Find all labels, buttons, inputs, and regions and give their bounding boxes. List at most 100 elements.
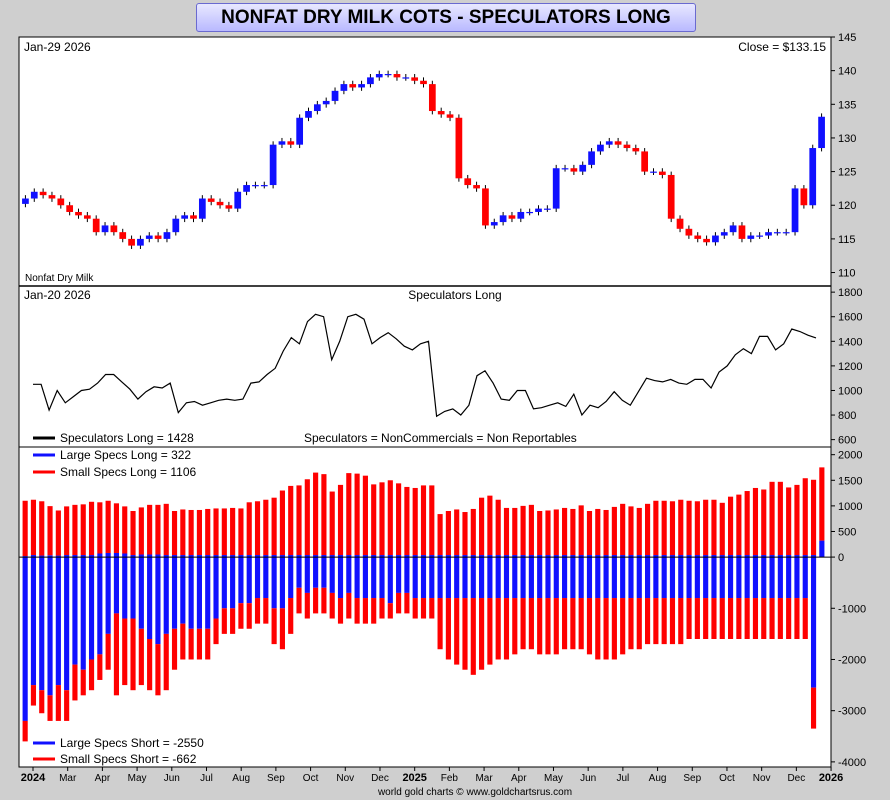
bar-small-long bbox=[802, 478, 808, 556]
price-candle bbox=[181, 215, 189, 219]
price-candle bbox=[234, 191, 242, 209]
price-candle bbox=[340, 84, 348, 91]
x-tick-label: May bbox=[544, 773, 563, 784]
price-candle bbox=[22, 198, 29, 204]
bar-large-short bbox=[744, 557, 750, 599]
bar-large-short bbox=[644, 557, 651, 599]
bar-small-long bbox=[420, 485, 427, 556]
bar-large-short bbox=[636, 557, 642, 599]
bar-small-long bbox=[512, 507, 518, 556]
bar-small-short bbox=[412, 598, 418, 619]
bar-small-long bbox=[810, 479, 817, 556]
price-candle bbox=[428, 84, 436, 112]
bar-large-long bbox=[238, 555, 244, 558]
bar-small-long bbox=[528, 504, 534, 556]
price-candle bbox=[641, 151, 649, 172]
bar-large-short bbox=[445, 557, 451, 599]
bar-large-long bbox=[437, 555, 443, 558]
bar-small-long bbox=[296, 485, 302, 556]
x-tick-label: Apr bbox=[95, 773, 111, 784]
bar-small-short bbox=[138, 628, 144, 686]
bar-large-short bbox=[387, 557, 393, 604]
price-y-tick-label: 135 bbox=[838, 99, 856, 111]
bar-large-short bbox=[254, 557, 261, 599]
bar-small-short bbox=[55, 685, 61, 721]
price-candle bbox=[92, 218, 100, 233]
bar-large-short bbox=[545, 557, 551, 599]
bar-small-short bbox=[246, 603, 252, 629]
bar-small-long bbox=[537, 511, 543, 556]
spec-title: Speculators Long bbox=[408, 288, 501, 302]
bar-large-long bbox=[487, 555, 493, 558]
bar-large-short bbox=[512, 557, 518, 599]
bar-small-long bbox=[387, 480, 393, 556]
bar-small-long bbox=[570, 508, 576, 556]
bar-large-short bbox=[205, 557, 211, 629]
bar-large-short bbox=[147, 557, 153, 639]
bar-large-short bbox=[678, 557, 684, 599]
bar-large-long bbox=[321, 555, 327, 558]
bar-small-short bbox=[230, 608, 236, 634]
bar-large-short bbox=[39, 557, 45, 691]
bar-small-long bbox=[163, 503, 169, 556]
bar-small-short bbox=[304, 592, 310, 619]
bar-small-short bbox=[213, 618, 219, 645]
bar-small-long bbox=[30, 499, 37, 556]
bar-large-long bbox=[644, 555, 651, 558]
bar-large-long bbox=[387, 555, 393, 558]
bar-large-long bbox=[669, 555, 676, 558]
bar-large-long bbox=[196, 555, 203, 558]
price-candle bbox=[446, 114, 454, 118]
bar-large-long bbox=[570, 555, 576, 558]
bar-small-short bbox=[88, 659, 95, 691]
bar-small-long bbox=[761, 489, 767, 556]
bar-small-long bbox=[155, 504, 161, 555]
bar-small-long bbox=[205, 508, 211, 556]
bar-large-long bbox=[736, 555, 742, 558]
bar-small-short bbox=[130, 618, 136, 691]
bar-small-long bbox=[246, 502, 252, 556]
bar-small-short bbox=[105, 633, 111, 670]
plot-background bbox=[18, 36, 832, 768]
bar-large-long bbox=[462, 555, 468, 558]
price-candle bbox=[402, 77, 410, 79]
bar-small-long bbox=[777, 481, 783, 556]
bar-small-long bbox=[711, 499, 717, 556]
price-candle bbox=[30, 191, 38, 199]
bar-large-long bbox=[553, 555, 559, 558]
bar-small-short bbox=[661, 598, 667, 645]
bar-small-long bbox=[578, 505, 584, 556]
price-candle bbox=[198, 198, 206, 219]
bar-small-short bbox=[155, 644, 161, 696]
bar-large-long bbox=[636, 555, 642, 558]
bar-small-short bbox=[595, 598, 601, 660]
price-candle bbox=[349, 84, 357, 88]
bar-large-long bbox=[661, 555, 667, 558]
bar-large-short bbox=[188, 557, 194, 629]
bar-large-short bbox=[611, 557, 617, 599]
price-candle bbox=[367, 77, 374, 85]
x-tick-label: Nov bbox=[753, 773, 771, 784]
bar-small-long bbox=[213, 508, 219, 556]
bar-small-short bbox=[703, 598, 709, 639]
price-candle bbox=[782, 232, 790, 234]
bar-large-long bbox=[744, 555, 750, 558]
bar-small-long bbox=[321, 474, 327, 556]
bar-small-long bbox=[545, 510, 551, 556]
bar-small-short bbox=[72, 664, 78, 701]
bar-large-long bbox=[752, 555, 759, 558]
bar-large-short bbox=[703, 557, 709, 599]
bar-large-long bbox=[786, 555, 792, 558]
bar-small-short bbox=[321, 587, 327, 614]
price-candle bbox=[729, 225, 737, 233]
bar-small-short bbox=[794, 598, 800, 639]
bar-small-long bbox=[786, 487, 792, 556]
bar-large-long bbox=[628, 555, 634, 558]
bar-small-long bbox=[678, 499, 684, 556]
x-tick-label: Oct bbox=[303, 773, 319, 784]
bar-large-short bbox=[105, 557, 111, 634]
bar-small-long bbox=[686, 500, 692, 556]
bar-large-short bbox=[661, 557, 667, 599]
bar-y-tick-label: -3000 bbox=[838, 706, 866, 718]
